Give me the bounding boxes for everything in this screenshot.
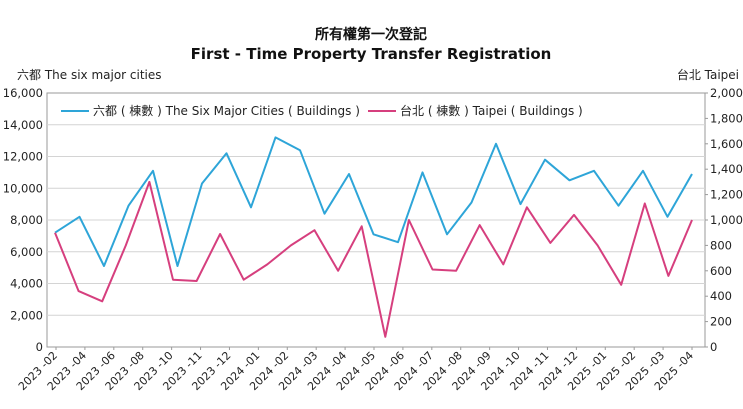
right-tick-label: 400 (710, 289, 732, 303)
right-axis-ticks: 0 200 400 600 800 1,000 1,200 1,400 1,600 1,800 2,… (705, 86, 743, 354)
right-tick-label: 1,400 (710, 162, 743, 176)
left-tick-label: 14,000 (3, 118, 43, 132)
series-line-taipei (54, 180, 693, 338)
left-tick-label: 6,000 (10, 245, 43, 259)
legend-label-six-cities: 六都 ( 棟數 ) The Six Major Cities ( Buildin… (93, 103, 360, 118)
left-tick-label: 12,000 (3, 150, 43, 164)
chart-subtitle: First - Time Property Transfer Registrat… (191, 45, 552, 63)
left-tick-label: 4,000 (10, 277, 43, 291)
right-tick-label: 200 (710, 315, 732, 329)
right-tick-label: 1,800 (710, 111, 743, 125)
right-tick-label: 1,200 (710, 188, 743, 202)
left-tick-label: 8,000 (10, 213, 43, 227)
left-axis-title: 六都 The six major cities (17, 68, 162, 82)
left-tick-label: 0 (36, 340, 43, 354)
right-tick-label: 0 (710, 340, 717, 354)
right-axis-title: 台北 Taipei (677, 67, 739, 82)
legend: 六都 ( 棟數 ) The Six Major Cities ( Buildin… (61, 103, 583, 118)
left-tick-label: 16,000 (3, 86, 43, 100)
left-tick-label: 2,000 (10, 308, 43, 322)
chart-title: 所有權第一次登記 (315, 26, 427, 43)
right-tick-label: 2,000 (710, 86, 743, 100)
series-line-six-cities (54, 136, 693, 267)
series-layer (54, 136, 693, 338)
right-tick-label: 600 (710, 264, 732, 278)
right-tick-label: 1,600 (710, 137, 743, 151)
right-tick-label: 1,000 (710, 213, 743, 227)
right-tick-label: 800 (710, 238, 732, 252)
left-axis-ticks: 0 2,000 4,000 6,000 8,000 10,000 12,000 14,000 1… (3, 86, 43, 354)
left-tick-label: 10,000 (3, 181, 43, 195)
legend-label-taipei: 台北 ( 棟數 ) Taipei ( Buildings ) (400, 103, 583, 118)
gridlines (46, 92, 706, 348)
